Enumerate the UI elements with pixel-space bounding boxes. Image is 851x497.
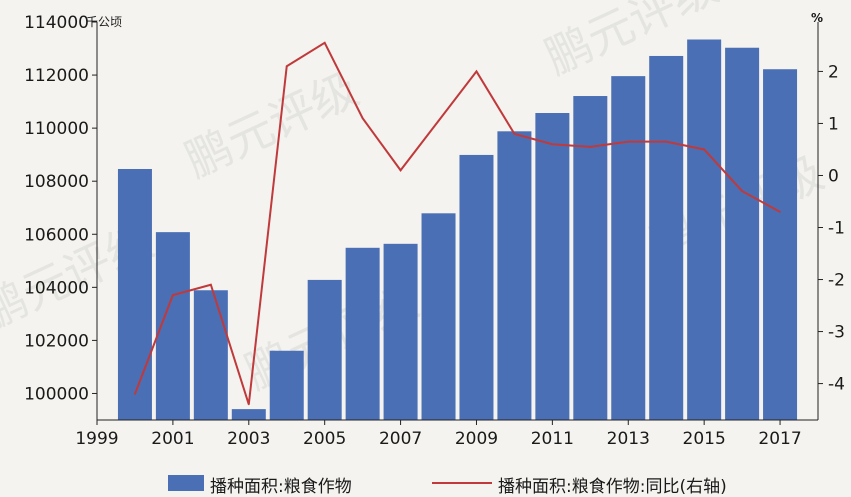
watermark-text: 鹏元评级	[177, 61, 367, 188]
bar	[421, 213, 456, 420]
line-point	[551, 143, 554, 146]
line-point	[399, 169, 402, 172]
left-unit-label: 千公顷	[86, 15, 122, 29]
line-point	[665, 140, 668, 143]
bar	[345, 247, 380, 420]
x-tick-label: 2005	[303, 429, 346, 449]
y-right-tick-label: -1	[828, 219, 845, 239]
x-tick-label: 2007	[379, 429, 422, 449]
x-tick-label: 2015	[683, 429, 726, 449]
y-left-tick-label: 108000	[24, 172, 89, 192]
line-point	[210, 283, 212, 286]
line-point	[437, 120, 440, 122]
y-left-tick-label: 104000	[24, 278, 89, 298]
x-tick-label: 2001	[151, 429, 194, 449]
legend-line-label: 播种面积:粮食作物:同比(右轴)	[498, 477, 727, 497]
y-right-tick-label: 1	[828, 114, 839, 134]
bar	[307, 279, 342, 420]
y-left-ticks: 100000 102000 104000 106000 108000 110000 1120…	[24, 13, 97, 404]
line-point	[627, 140, 630, 143]
line-series	[134, 41, 781, 406]
right-unit-label: %	[811, 11, 823, 25]
bar	[117, 168, 152, 420]
y-left-tick-label: 100000	[24, 384, 89, 404]
line-point	[703, 148, 705, 151]
x-tick-label: 2017	[758, 429, 801, 449]
bar	[383, 243, 418, 420]
line-point	[247, 403, 250, 406]
legend-bar-label: 播种面积:粮食作物	[210, 477, 352, 497]
line-point	[172, 294, 174, 296]
bar	[687, 39, 722, 421]
bar	[459, 154, 494, 420]
bar	[649, 55, 684, 420]
x-tick-label: 2011	[531, 429, 574, 449]
x-tick-label: 1999	[75, 429, 118, 449]
y-left-tick-label: 110000	[24, 119, 89, 139]
x-tick-label: 2009	[455, 429, 498, 449]
y-right-tick-label: -2	[828, 271, 845, 291]
x-axis-ticks: 1999 2001 2003 2005 2007 2009 2011 2013 2015 2017	[75, 420, 802, 449]
y-left-tick-label: 114000	[24, 13, 89, 33]
bar	[231, 409, 266, 420]
line-point	[323, 42, 326, 44]
line-point	[285, 65, 288, 68]
line-point	[134, 393, 136, 395]
bar	[763, 69, 798, 420]
y-left-tick-label: 102000	[24, 331, 89, 351]
bar	[535, 113, 570, 420]
x-tick-label: 2013	[607, 429, 650, 449]
y-right-ticks: 2 1 0 -1 -2 -3 -4	[818, 62, 845, 395]
bar	[725, 47, 760, 420]
y-right-tick-label: -4	[828, 375, 845, 395]
line-point	[779, 211, 781, 213]
line-point	[475, 70, 478, 73]
bar	[573, 96, 608, 420]
legend: 播种面积:粮食作物 播种面积:粮食作物:同比(右轴)	[168, 475, 727, 497]
yoy-line	[134, 41, 781, 405]
y-right-tick-label: -3	[828, 323, 845, 343]
bar	[497, 131, 532, 421]
y-right-tick-label: 0	[828, 166, 839, 186]
bar-series	[117, 39, 798, 421]
bar	[269, 350, 304, 420]
x-tick-label: 2003	[227, 429, 270, 449]
bar	[611, 76, 646, 421]
axes	[96, 22, 819, 421]
line-point	[589, 146, 592, 148]
y-left-tick-label: 106000	[24, 225, 89, 245]
y-right-tick-label: 2	[828, 62, 839, 82]
bar	[193, 290, 228, 420]
legend-bar-swatch	[168, 475, 204, 491]
line-point	[361, 117, 364, 120]
line-point	[741, 190, 743, 192]
y-left-tick-label: 112000	[24, 66, 89, 86]
line-point	[513, 133, 516, 135]
